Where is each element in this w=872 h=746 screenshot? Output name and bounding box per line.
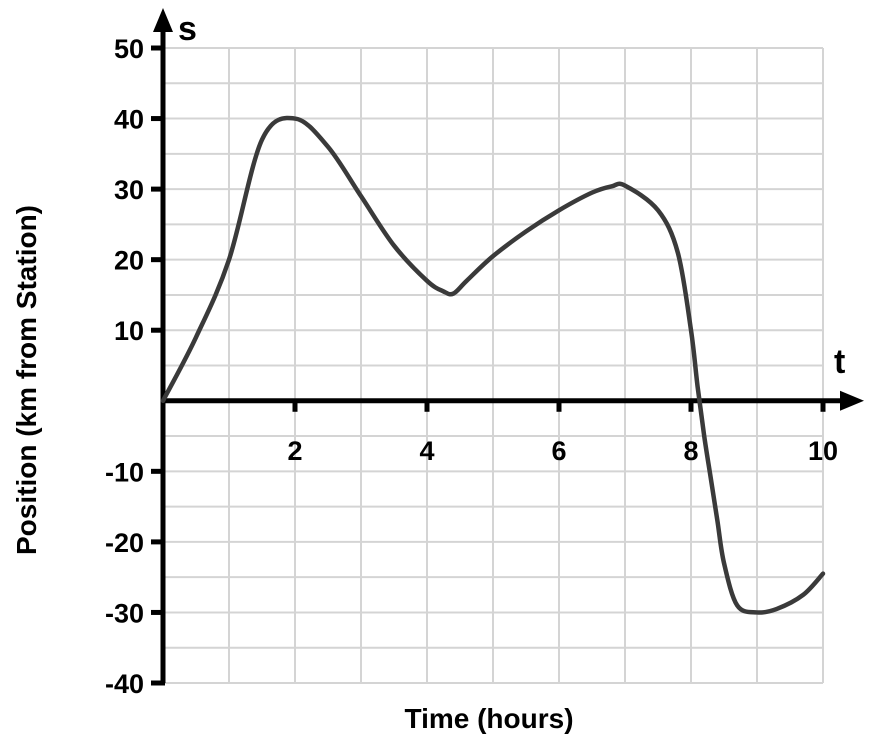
x-tick-label: 4 (419, 436, 434, 466)
y-tick-label: 20 (114, 246, 144, 276)
y-tick-label: -20 (105, 528, 144, 558)
y-tick-label: -40 (105, 669, 144, 699)
y-axis-title: Position (km from Station) (11, 205, 42, 555)
y-tick-label: -30 (105, 598, 144, 628)
grid (162, 47, 824, 684)
x-tick-label: 6 (551, 436, 566, 466)
y-tick-label: 50 (114, 34, 144, 64)
x-axis-title: Time (hours) (404, 703, 573, 734)
y-axis-arrow (153, 8, 173, 32)
series (160, 115, 826, 615)
x-axis-arrow (840, 390, 864, 411)
x-tick-label: 8 (683, 436, 698, 466)
x-tick-label: 10 (808, 436, 838, 466)
y-tick-label: -10 (105, 457, 144, 487)
x-axis-variable: t (834, 343, 845, 381)
y-tick-label: 40 (114, 105, 144, 135)
position-curve (160, 115, 826, 615)
tick-labels: 2 4 6 8 10 50 40 30 20 10 -10 -20 -30 -40 (105, 34, 838, 699)
axes (153, 8, 864, 683)
y-axis-variable: s (178, 10, 197, 48)
x-tick-label: 2 (287, 436, 302, 466)
y-tick-label: 10 (114, 316, 144, 346)
y-tick-label: 30 (114, 175, 144, 205)
ticks (151, 45, 826, 686)
